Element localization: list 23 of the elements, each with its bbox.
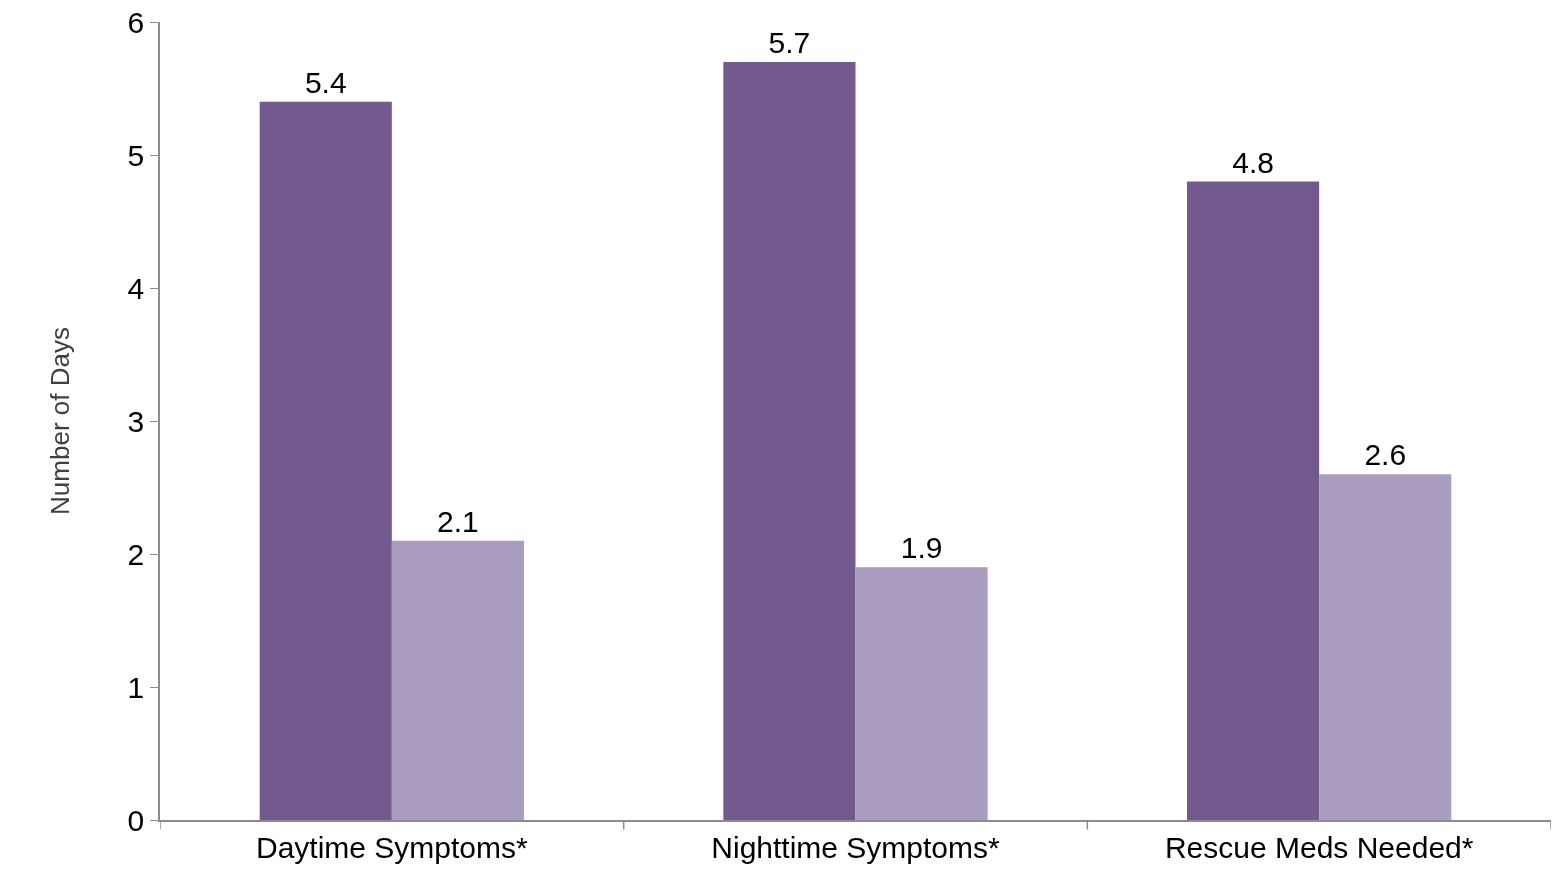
bar	[1319, 474, 1452, 820]
bar	[855, 567, 988, 820]
x-tick-label: Nighttime Symptoms*	[711, 830, 1001, 864]
bar	[259, 101, 392, 820]
bar	[723, 61, 856, 820]
data-label: 5.7	[768, 25, 811, 59]
x-tick-label: Rescue Meds Needed*	[1164, 830, 1474, 864]
y-tick-label: 4	[127, 271, 145, 305]
y-tick-label: 3	[127, 404, 145, 438]
y-tick-label: 1	[127, 670, 145, 704]
y-tick-label: 6	[127, 5, 145, 39]
data-label: 4.8	[1232, 145, 1274, 179]
data-label: 5.4	[304, 65, 347, 99]
x-tick-label: Daytime Symptoms*	[255, 830, 529, 864]
y-tick-label: 0	[127, 803, 145, 837]
bar	[1187, 181, 1320, 820]
data-label: 2.1	[437, 504, 479, 538]
y-tick-label: 5	[127, 138, 145, 172]
data-label: 2.6	[1364, 438, 1407, 472]
bar	[391, 540, 524, 820]
y-axis-title: Number of Days	[45, 327, 76, 515]
data-label: 1.9	[900, 531, 943, 565]
y-tick-label: 2	[127, 537, 145, 571]
